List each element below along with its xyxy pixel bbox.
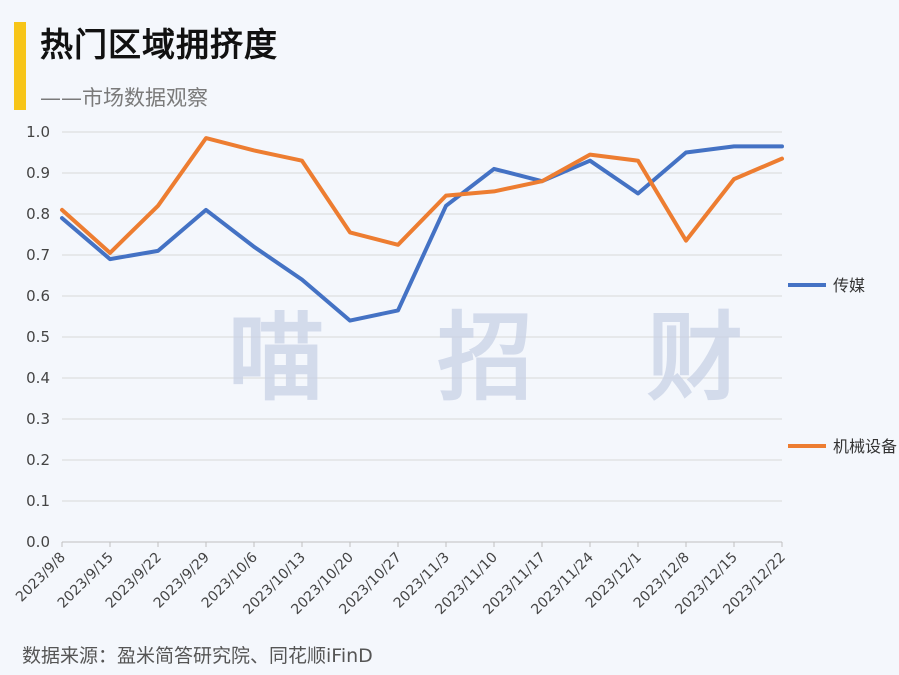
title-accent-bar — [14, 22, 26, 110]
watermark: 喵 招 财 — [228, 302, 783, 414]
y-tick-label: 1.0 — [26, 123, 50, 141]
y-tick-label: 0.4 — [26, 369, 50, 387]
y-tick-label: 0.5 — [26, 328, 50, 346]
legend-label: 传媒 — [833, 276, 865, 295]
y-tick-label: 0.1 — [26, 492, 50, 510]
series-line-machinery — [60, 136, 784, 255]
y-tick-label: 0.8 — [26, 205, 50, 223]
y-tick-label: 0.2 — [26, 451, 50, 469]
series-line-media — [60, 144, 784, 323]
y-tick-label: 0.7 — [26, 246, 50, 264]
chart-subtitle: ——市场数据观察 — [40, 86, 208, 110]
chart-title: 热门区域拥挤度 — [40, 25, 278, 64]
y-tick-label: 0.6 — [26, 287, 50, 305]
legend-label: 机械设备 — [833, 437, 897, 456]
y-tick-label: 0.3 — [26, 410, 50, 428]
source-note: 数据来源：盈米简答研究院、同花顺iFinD — [22, 645, 373, 667]
y-tick-label: 0.0 — [26, 533, 50, 551]
y-tick-label: 0.9 — [26, 164, 50, 182]
